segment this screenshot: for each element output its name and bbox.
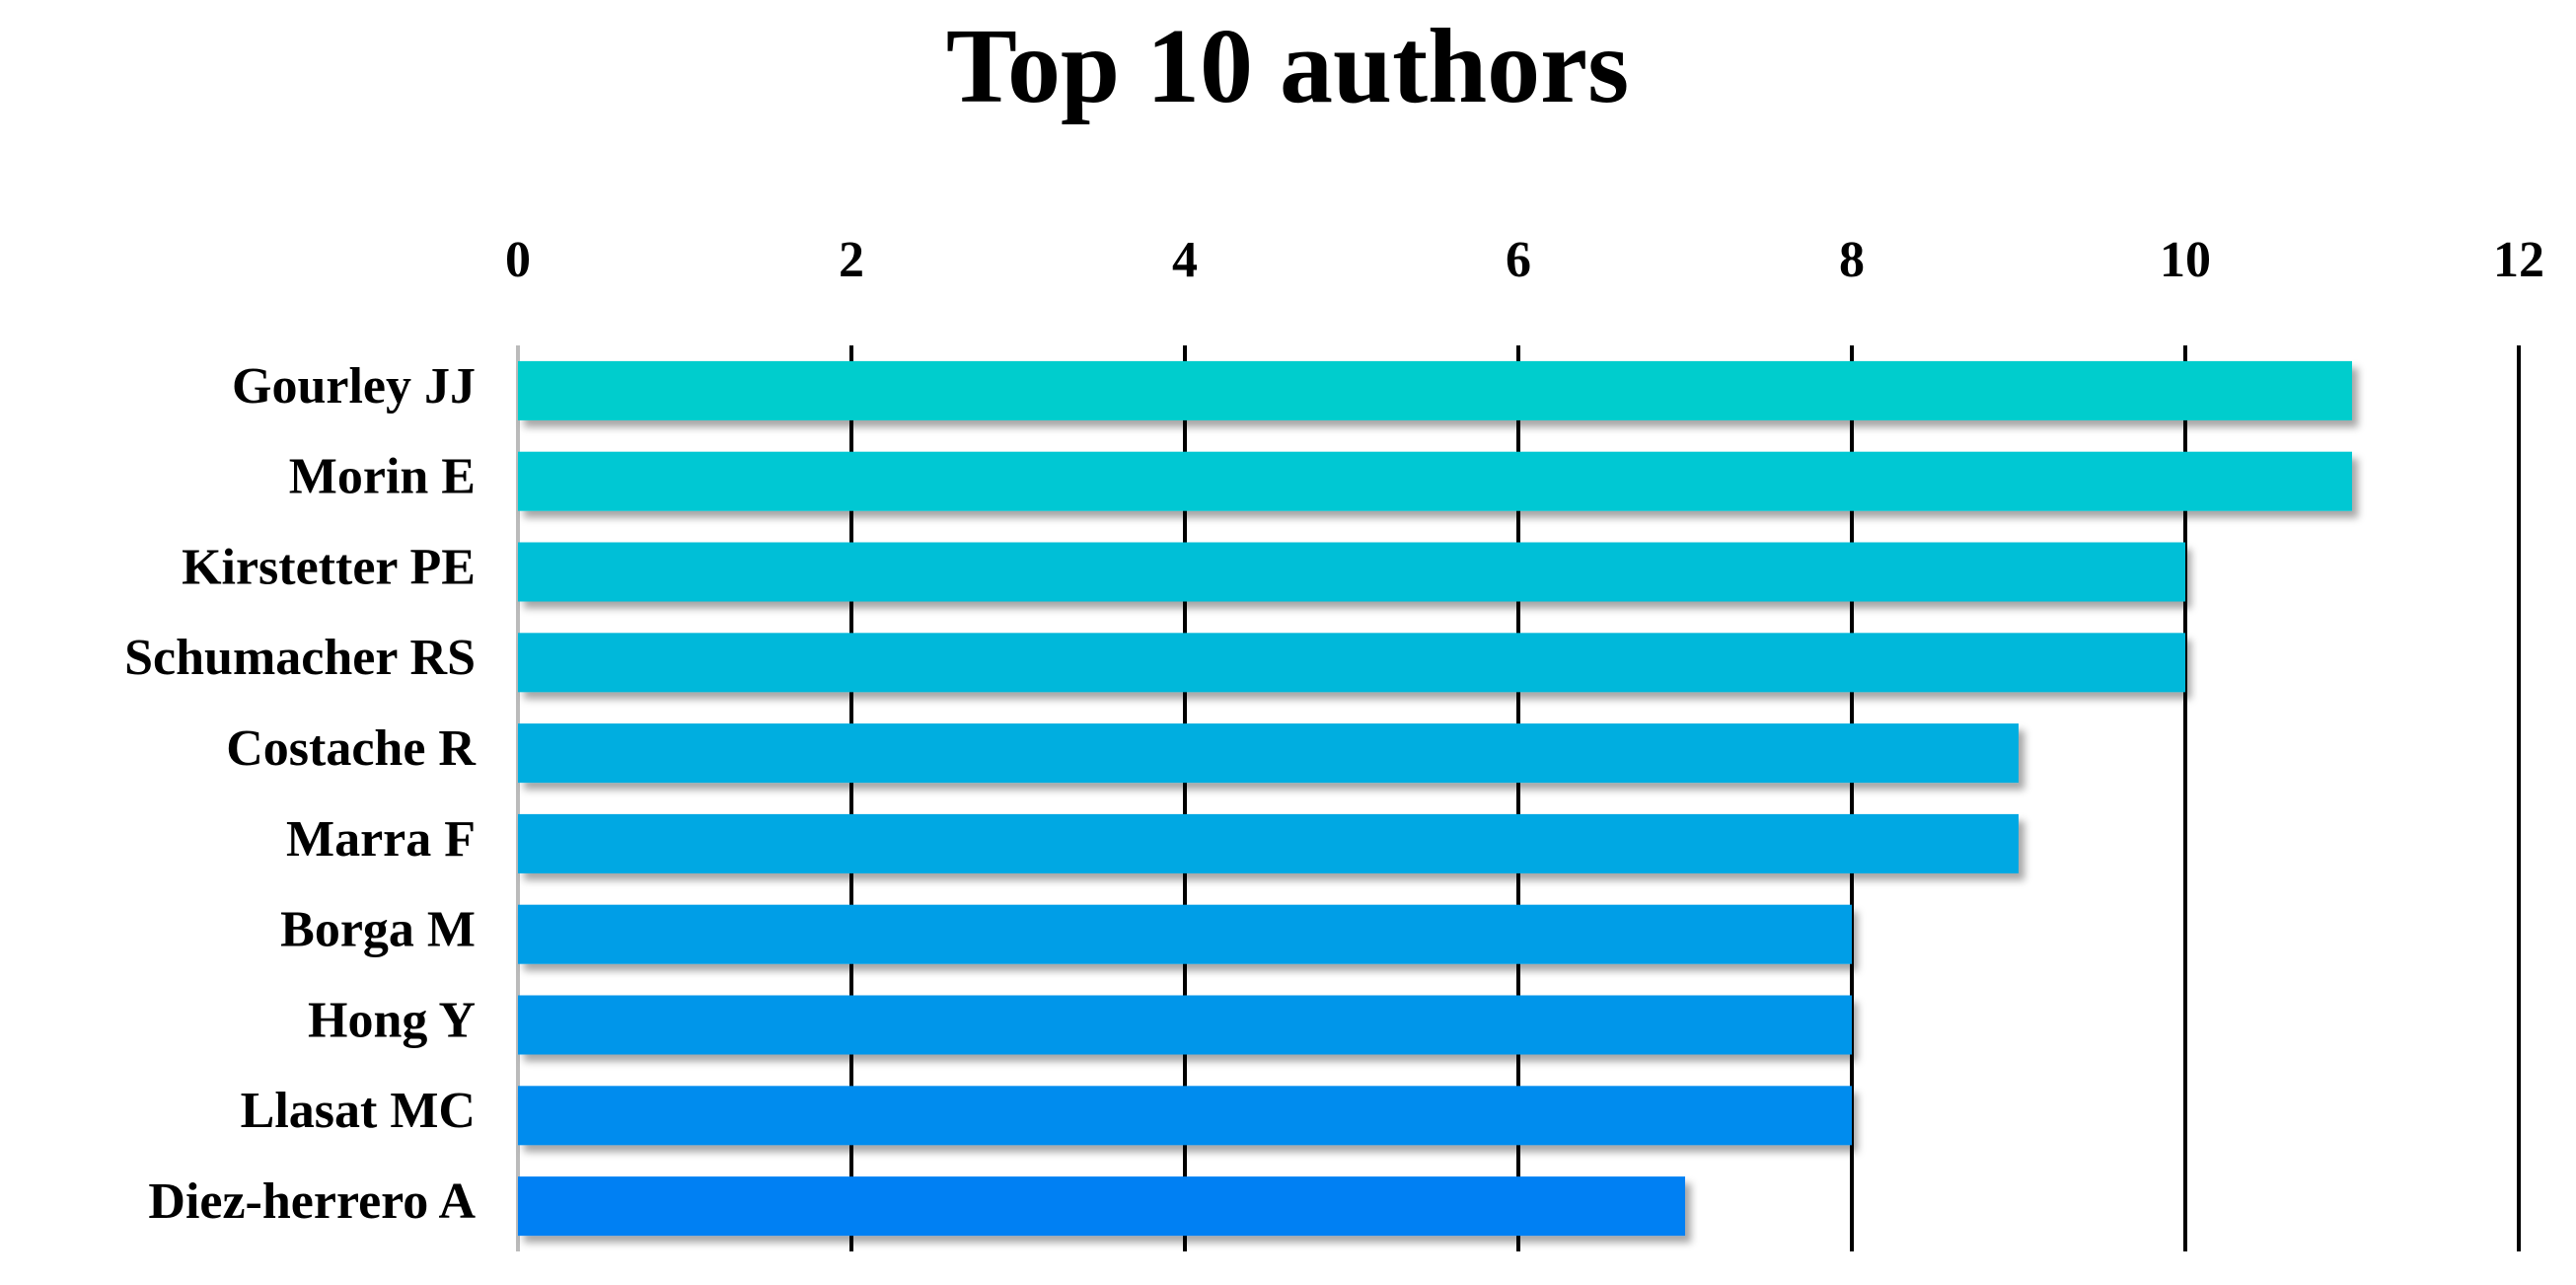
bar — [518, 995, 1852, 1055]
bar — [518, 813, 2019, 873]
bar — [518, 1176, 1685, 1237]
x-tick-label: 10 — [2160, 232, 2211, 288]
y-tick-label: Schumacher RS — [124, 630, 476, 686]
x-tick-label: 2 — [839, 232, 864, 288]
y-tick-label: Kirstetter PE — [182, 539, 476, 595]
y-tick-label: Costache R — [226, 720, 477, 777]
y-tick-label: Gourley JJ — [232, 358, 476, 415]
bar — [518, 633, 2185, 693]
x-tick-label: 4 — [1172, 232, 1198, 288]
x-tick-label: 12 — [2493, 232, 2544, 288]
y-tick-label: Hong Y — [308, 992, 476, 1048]
bar — [518, 451, 2352, 511]
x-tick-label: 6 — [1506, 232, 1531, 288]
bar — [518, 1086, 1852, 1146]
y-tick-label: Morin E — [289, 449, 476, 505]
y-tick-label: Llasat MC — [241, 1083, 476, 1139]
bar — [518, 360, 2352, 420]
y-tick-label: Marra F — [286, 811, 476, 868]
x-tick-label: 8 — [1839, 232, 1865, 288]
x-tick-label: 0 — [505, 232, 531, 288]
bar — [518, 723, 2019, 784]
bar — [518, 542, 2185, 602]
y-tick-label: Borga M — [280, 902, 476, 958]
y-tick-label: Diez-herrero A — [148, 1173, 476, 1230]
bar — [518, 904, 1852, 964]
chart-title: Top 10 authors — [946, 8, 1629, 125]
